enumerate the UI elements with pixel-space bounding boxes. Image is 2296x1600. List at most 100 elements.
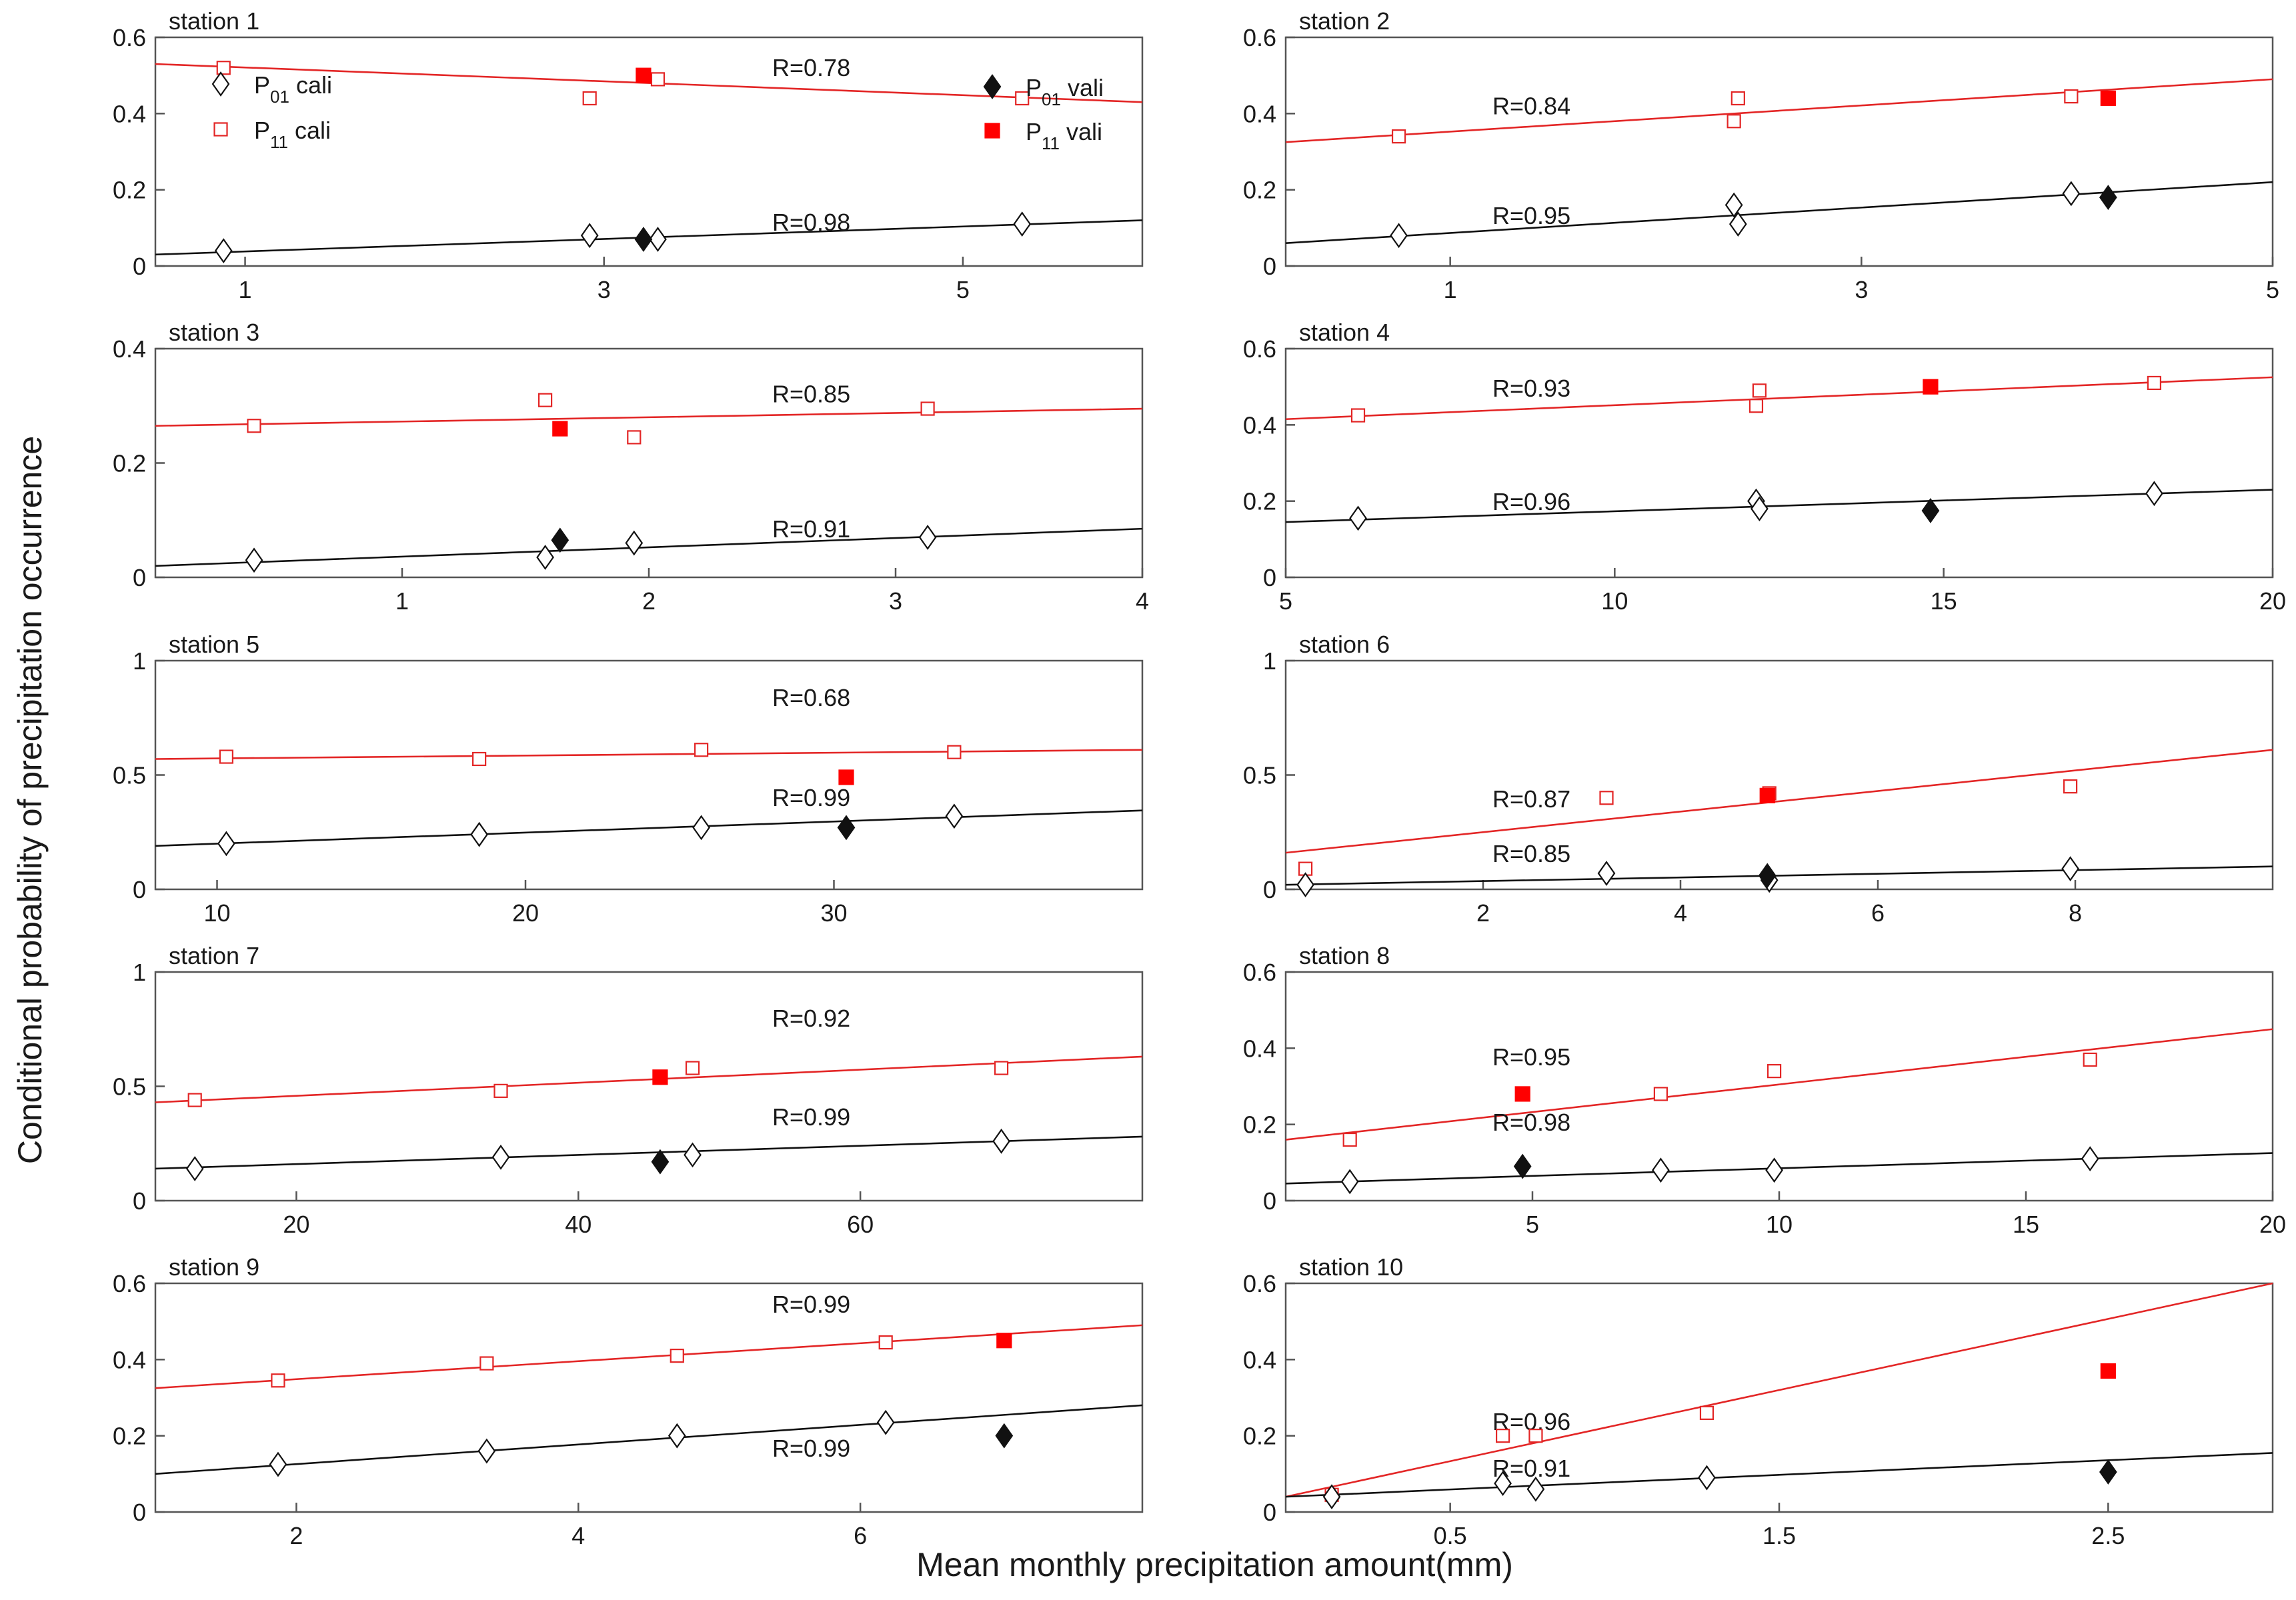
p11-cali-point [2064, 89, 2079, 104]
y-tick-label: 0.2 [1243, 177, 1276, 204]
p11-vali-point [636, 67, 652, 83]
p01-vali-point [995, 1423, 1014, 1449]
p01-cali-point [1765, 1157, 1783, 1183]
p11-vali-point [552, 421, 568, 437]
p01-vali-point [1758, 863, 1777, 889]
y-tick-label: 1 [133, 647, 146, 675]
panel-title: station 6 [1299, 631, 1390, 658]
p11-cali-point [1496, 1429, 1510, 1443]
p01-cali-point [217, 831, 235, 857]
p11-fit-line [1285, 1282, 2273, 1498]
p11-fit-line [1285, 78, 2273, 143]
p11-cali-point [216, 61, 231, 75]
legend-p01-vali-marker [983, 74, 1002, 99]
plot-frame [1284, 659, 2274, 891]
x-tick-label: 1 [395, 587, 409, 615]
y-tick-label: 0.4 [113, 1346, 146, 1373]
y-axis-label-wrap: Conditional probability of precipitation… [7, 436, 49, 1164]
x-tick-label: 10 [1601, 587, 1628, 615]
p01-cali-point [2061, 856, 2079, 882]
y-tick-label: 0.2 [113, 450, 146, 477]
p01-cali-point [491, 1144, 510, 1170]
p01-cali-point [1494, 1471, 1512, 1497]
p01-cali-point [1296, 872, 1314, 898]
p11-cali-point [479, 1356, 494, 1371]
y-tick-label: 0.6 [1243, 959, 1276, 986]
station-panel-7: station 7 0 0.5 1 20 40 60 R=0.92 R=0.99 [113, 942, 1144, 1238]
r-label-p01: R=0.91 [772, 515, 850, 543]
p01-cali-point [477, 1438, 496, 1464]
panel-title: station 4 [1299, 319, 1390, 346]
y-tick-label: 0.2 [1243, 1423, 1276, 1450]
legend-p11-vali-text: P11 vali [1026, 118, 1102, 153]
p11-cali-point [2083, 1052, 2097, 1067]
x-tick-label: 3 [598, 276, 611, 303]
p11-cali-point [627, 430, 642, 445]
p01-fit-line [155, 1404, 1143, 1475]
panel-title: station 3 [169, 319, 259, 346]
y-tick-label: 0.6 [1243, 335, 1276, 363]
x-tick-label: 20 [283, 1211, 309, 1238]
plot-frame [1284, 347, 2274, 579]
panel-title: station 10 [1299, 1253, 1403, 1281]
p01-cali-point [2081, 1146, 2099, 1172]
y-tick-label: 0.2 [1243, 1111, 1276, 1139]
p11-fit-line [1285, 376, 2273, 421]
p11-vali-point [652, 1069, 668, 1085]
x-tick-label: 2 [1476, 899, 1490, 927]
p11-fit-line [1285, 1028, 2273, 1141]
r-label-p01: R=0.99 [772, 1435, 850, 1462]
p11-cali-point [219, 749, 233, 764]
p11-cali-point [1767, 1064, 1782, 1079]
p01-vali-point [634, 227, 653, 252]
p01-fit-line [155, 527, 1143, 567]
p01-cali-point [185, 1156, 204, 1181]
p01-cali-point [1349, 505, 1367, 531]
p11-vali-point [2100, 1363, 2116, 1379]
p01-cali-point [1698, 1465, 1716, 1491]
p11-fit-line [155, 749, 1143, 760]
y-tick-label: 0.4 [1243, 1035, 1276, 1062]
p11-cali-point [1342, 1132, 1357, 1147]
p01-fit-line [155, 1135, 1143, 1170]
station-panel-3: station 3 0 0.2 0.4 1 2 3 4 R=0.85 R=0.91 [113, 319, 1149, 615]
p11-cali-point [994, 1061, 1009, 1075]
y-tick-label: 0 [1263, 1499, 1276, 1526]
x-tick-label: 15 [1931, 587, 1957, 615]
plot-frame [154, 971, 1144, 1202]
p11-vali-point [1923, 379, 1939, 395]
x-tick-label: 60 [847, 1211, 874, 1238]
r-label-p11: R=0.93 [1492, 375, 1570, 402]
y-tick-label: 0.5 [113, 1073, 146, 1101]
r-label-p11: R=0.87 [1492, 785, 1570, 813]
p01-vali-point [1921, 498, 1940, 523]
r-label-p01: R=0.98 [1492, 1109, 1570, 1136]
p11-cali-point [582, 91, 597, 106]
x-tick-label: 6 [854, 1522, 867, 1549]
p01-cali-point [625, 530, 644, 556]
y-tick-label: 0.4 [1243, 100, 1276, 127]
p11-cali-point [1699, 1405, 1714, 1420]
p11-vali-point [1514, 1086, 1530, 1102]
p01-cali-point [1652, 1157, 1670, 1183]
plot-frame [154, 1282, 1144, 1513]
p01-cali-point [2062, 181, 2081, 207]
r-label-p11: R=0.92 [772, 1005, 850, 1032]
y-axis-label: Conditional probability of precipitation… [11, 435, 49, 1165]
p01-vali-point [2099, 185, 2117, 211]
x-tick-label: 20 [2259, 1211, 2286, 1238]
legend-p01-cali-marker [211, 71, 230, 97]
legend-p11-vali-marker [984, 123, 1000, 139]
p01-cali-point [536, 545, 554, 570]
x-axis-label: Mean monthly precipitation amount(mm) [916, 1546, 1513, 1583]
x-tick-label: 10 [203, 899, 230, 927]
x-tick-label: 2.5 [2091, 1522, 2125, 1549]
r-label-p11: R=0.78 [772, 54, 850, 81]
r-label-p11: R=0.85 [772, 381, 850, 408]
plot-frame [1284, 1282, 2274, 1513]
p11-cali-point [2147, 375, 2161, 391]
panel-title: station 8 [1299, 942, 1390, 969]
y-tick-label: 0 [1263, 1187, 1276, 1215]
p01-vali-point [837, 815, 856, 841]
